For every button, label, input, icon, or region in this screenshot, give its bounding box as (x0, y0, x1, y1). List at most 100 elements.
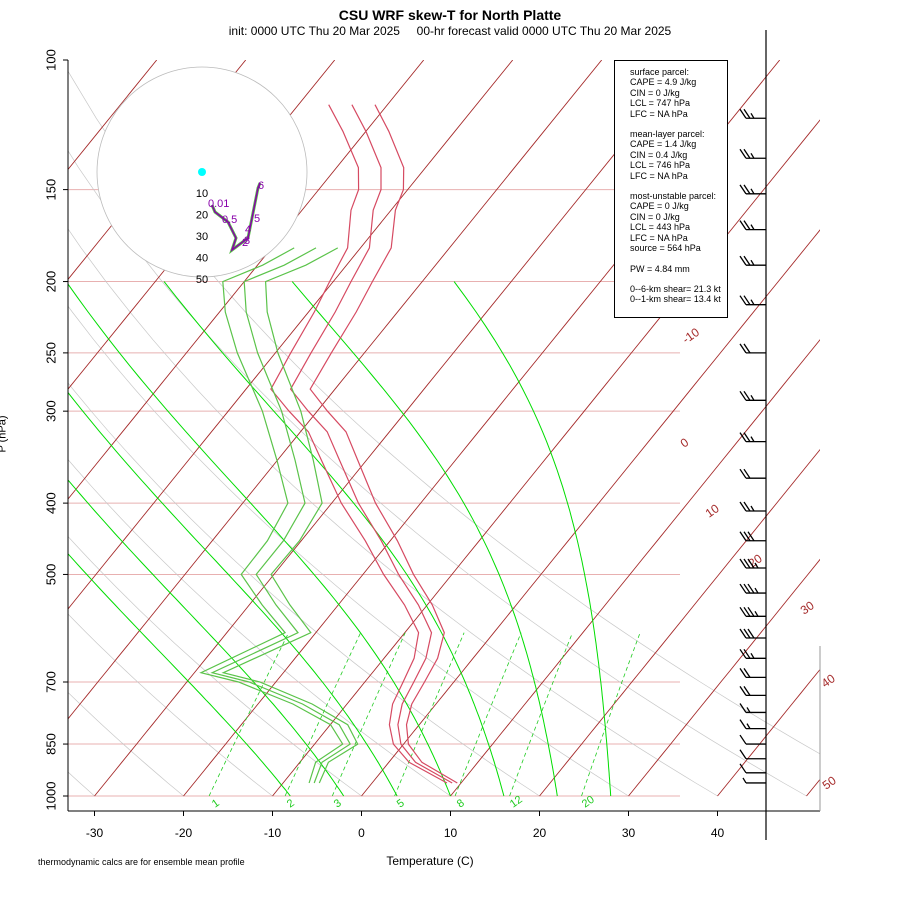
y-tick-label: 700 (43, 671, 58, 693)
wind-barb-flag (750, 112, 755, 119)
temperature-line (309, 104, 458, 784)
hodograph-height-label: 6 (258, 180, 264, 192)
dry-adiabat-line (68, 613, 273, 797)
wind-barb-flag (743, 628, 751, 639)
x-tick-label: -30 (86, 826, 104, 840)
wind-barb-flag (739, 501, 747, 512)
info-line: surface parcel: (630, 67, 690, 77)
isotherm-label: 0 (678, 435, 692, 450)
hodograph-height-label: 0.5 (222, 214, 237, 226)
y-tick-label: 400 (43, 492, 58, 514)
info-line: LFC = NA hPa (630, 108, 688, 119)
dewpoint-line (221, 247, 359, 784)
info-line: mean-layer parcel: (630, 129, 705, 140)
wind-barb-flag (743, 295, 751, 306)
info-line: CAPE = 1.4 J/kg (630, 139, 697, 150)
dry-adiabat-line (68, 228, 718, 797)
hodograph-height-label: 5 (254, 213, 260, 225)
y-tick-label: 500 (43, 564, 58, 586)
wind-barb (739, 734, 766, 745)
moist-adiabat-line (68, 479, 345, 797)
wind-barb (739, 703, 766, 714)
isotherm-label: 30 (798, 598, 817, 617)
wind-barb-flag (750, 394, 755, 401)
wind-barb-flag (743, 531, 751, 542)
most-unstable-parcel-block: most-unstable parcel: CAPE = 0 J/kg CIN … (630, 191, 727, 253)
wind-barb-flag (746, 723, 751, 729)
hodograph-ring-label: 40 (196, 253, 208, 265)
isotherm-line (806, 778, 820, 797)
hodograph-height-label: 2 (242, 237, 248, 249)
wind-barb (739, 719, 766, 730)
isotherm-label: -10 (680, 325, 703, 347)
isotherm-label: 10 (703, 501, 722, 520)
wind-barb (739, 558, 766, 569)
wind-barb-flag (750, 436, 755, 442)
hodograph-ring-label: 50 (196, 274, 208, 286)
wind-barb (739, 686, 766, 697)
x-tick-label: 10 (444, 826, 458, 840)
info-line: LCL = 443 hPa (630, 222, 690, 233)
wind-barb-flag (747, 606, 755, 617)
moist-adiabat-line (68, 283, 451, 797)
hodograph-ring-label: 20 (196, 210, 208, 222)
wind-barb-flag (739, 749, 747, 760)
wind-barb-flag (747, 628, 755, 639)
wind-barb-flag (739, 531, 747, 542)
wind-barb (739, 184, 766, 195)
wind-barb-flag (739, 668, 747, 678)
info-line: LFC = NA hPa (630, 232, 688, 243)
isotherm-line (68, 60, 514, 610)
mixing-ratio-line (581, 632, 641, 797)
wind-barb-flag (743, 148, 751, 159)
isotherm-label: 40 (819, 671, 838, 690)
moist-adiabat-line (163, 281, 505, 797)
wind-barb (739, 628, 766, 639)
wind-barb-flag (739, 719, 747, 730)
x-tick-label: 0 (358, 826, 365, 840)
info-line: LCL = 747 hPa (630, 98, 690, 109)
moist-adiabat-line (453, 281, 612, 797)
info-line: CAPE = 0 J/kg (630, 201, 689, 212)
x-tick-label: -20 (175, 826, 193, 840)
isotherm-line (717, 668, 820, 797)
wind-barb-flag (739, 432, 747, 442)
footnote: thermodynamic calcs are for ensemble mea… (38, 857, 245, 867)
wind-barb-flag (739, 108, 747, 119)
wind-barb-flag (743, 255, 751, 266)
y-tick-label: 200 (43, 271, 58, 293)
wind-barb (739, 749, 766, 760)
y-tick-label: 1000 (43, 782, 58, 811)
wind-barb (739, 390, 766, 401)
wind-barb-flag (739, 343, 747, 354)
hodograph-height-label: 4 (245, 224, 251, 236)
wind-barb (739, 343, 766, 354)
isotherm-label: 50 (820, 773, 839, 792)
wind-barb (739, 763, 766, 774)
wind-barb (739, 606, 766, 617)
info-line: CAPE = 4.9 J/kg (630, 77, 697, 88)
wind-barb-flag (742, 777, 747, 784)
hodograph-center-marker (198, 168, 206, 176)
wind-barb-flag (739, 468, 747, 479)
wind-barb-flag (754, 610, 759, 617)
mixing-ratio-line (454, 632, 522, 797)
info-line: most-unstable parcel: (630, 191, 717, 202)
wind-barb (739, 501, 766, 512)
info-line: 0--1-km shear= 13.4 kt (630, 294, 721, 305)
dry-adiabat-line (68, 150, 807, 797)
x-tick-label: 40 (711, 826, 725, 840)
isotherm-line (68, 60, 336, 390)
mixing-ratio-label: 5 (395, 797, 407, 810)
x-axis-label: Temperature (C) (386, 854, 474, 868)
wind-barb-flag (739, 628, 747, 639)
x-tick-label: 20 (533, 826, 547, 840)
mixing-ratio-label: 12 (508, 794, 525, 811)
wind-barb (739, 468, 766, 479)
wind-barb (739, 295, 766, 306)
wind-barb-flag (743, 668, 751, 678)
wind-barb-flag (750, 224, 755, 230)
y-tick-label: 300 (43, 400, 58, 422)
wind-barb-flag (739, 558, 747, 569)
wind-barb-flag (739, 648, 747, 659)
